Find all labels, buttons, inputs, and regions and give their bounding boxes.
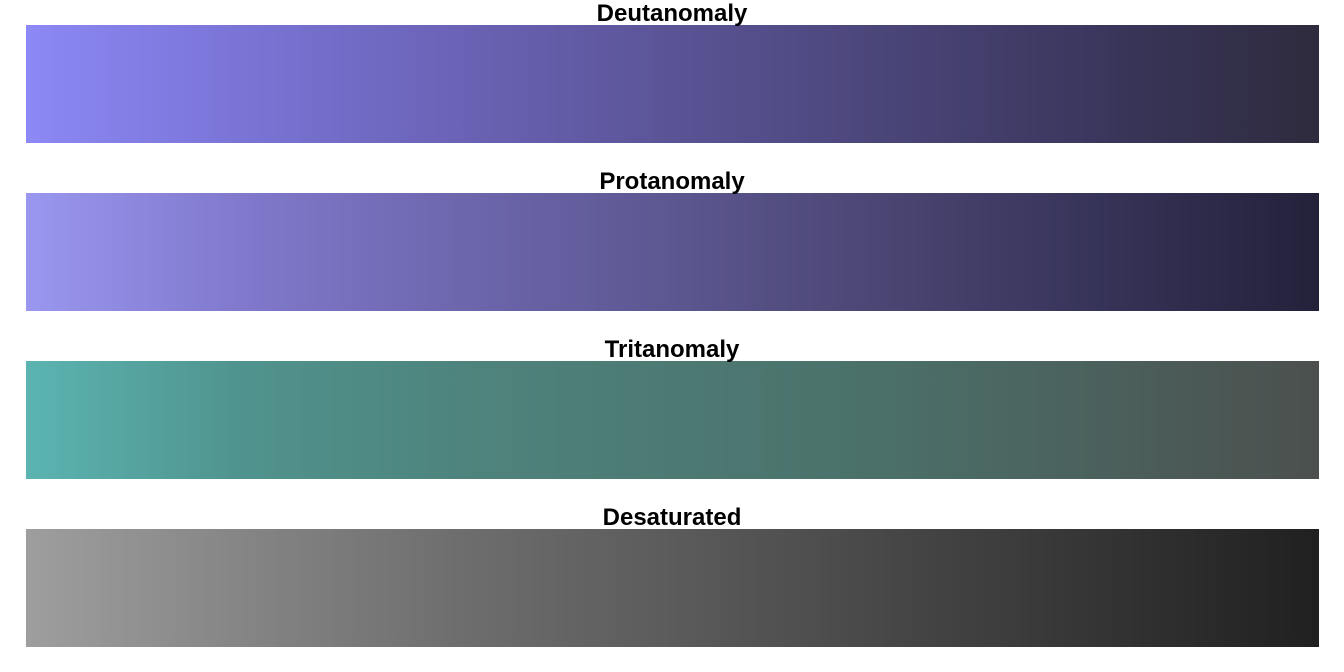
ramp-desaturated [26, 529, 1319, 647]
panel-title-tritanomaly: Tritanomaly [604, 336, 740, 363]
ramp-tritanomaly [26, 361, 1319, 479]
panel-protanomaly: Protanomaly [0, 168, 1344, 336]
panel-title-protanomaly: Protanomaly [599, 168, 745, 195]
ramp-deutanomaly [26, 25, 1319, 143]
panel-desaturated: Desaturated [0, 504, 1344, 672]
panel-title-desaturated: Desaturated [602, 504, 742, 531]
panel-tritanomaly: Tritanomaly [0, 336, 1344, 504]
panel-title-deutanomaly: Deutanomaly [596, 0, 748, 27]
ramp-protanomaly [26, 193, 1319, 311]
panel-deutanomaly: Deutanomaly [0, 0, 1344, 168]
